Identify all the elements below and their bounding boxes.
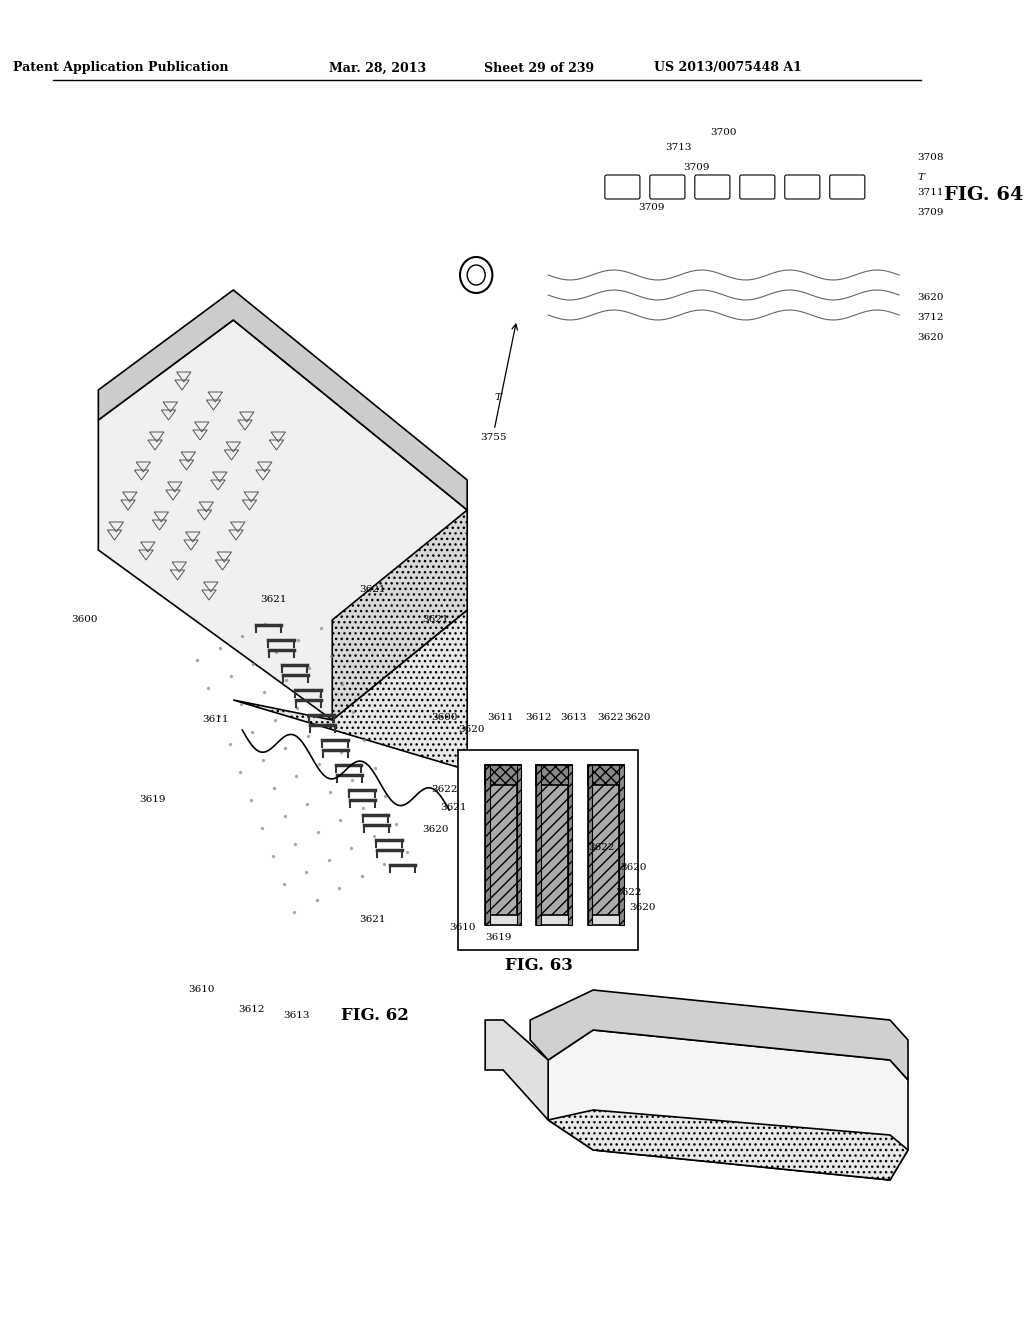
Text: T: T	[495, 393, 501, 403]
Bar	[485, 766, 521, 785]
FancyBboxPatch shape	[650, 176, 685, 199]
Text: 3711: 3711	[918, 187, 943, 197]
Text: 3610: 3610	[188, 986, 215, 994]
Polygon shape	[548, 1110, 908, 1180]
Text: 3613: 3613	[283, 1011, 309, 1019]
Polygon shape	[332, 510, 467, 719]
FancyBboxPatch shape	[695, 176, 730, 199]
Text: 3612: 3612	[238, 1006, 264, 1015]
Text: 3612: 3612	[525, 713, 552, 722]
Text: FIG. 63: FIG. 63	[505, 957, 573, 974]
Bar	[568, 766, 572, 925]
Text: 3611: 3611	[202, 715, 228, 725]
Text: 3622: 3622	[615, 888, 642, 898]
Polygon shape	[548, 1030, 908, 1180]
Bar	[537, 766, 572, 925]
Text: 3620: 3620	[629, 903, 655, 912]
Text: 3622: 3622	[598, 713, 625, 722]
FancyBboxPatch shape	[829, 176, 865, 199]
Bar	[537, 766, 572, 785]
Bar	[541, 775, 568, 915]
Text: 3600: 3600	[72, 615, 98, 624]
Text: 3620: 3620	[918, 333, 943, 342]
Text: 3621: 3621	[260, 595, 287, 605]
Text: 3619: 3619	[139, 796, 165, 804]
Text: FIG. 62: FIG. 62	[341, 1007, 410, 1024]
Bar	[588, 766, 624, 925]
Text: 3622: 3622	[431, 785, 458, 795]
Text: 3621: 3621	[422, 615, 449, 624]
Text: 3713: 3713	[666, 143, 691, 152]
Bar	[620, 766, 624, 925]
Polygon shape	[98, 290, 467, 510]
FancyBboxPatch shape	[739, 176, 775, 199]
Text: 3620: 3620	[621, 863, 646, 873]
Bar	[489, 775, 517, 915]
Bar	[588, 766, 592, 925]
Text: 3611: 3611	[487, 713, 513, 722]
Text: 3709: 3709	[683, 162, 710, 172]
Text: FIG. 64: FIG. 64	[944, 186, 1024, 205]
Bar	[588, 766, 624, 785]
Text: 3620: 3620	[918, 293, 943, 302]
Text: 3610: 3610	[450, 923, 476, 932]
FancyBboxPatch shape	[458, 750, 638, 950]
Text: 3621: 3621	[359, 586, 386, 594]
Text: Patent Application Publication: Patent Application Publication	[13, 62, 228, 74]
Text: 3700: 3700	[710, 128, 736, 137]
Text: 3613: 3613	[560, 713, 587, 722]
Text: 3712: 3712	[918, 313, 943, 322]
Bar	[592, 775, 620, 915]
Text: 3708: 3708	[918, 153, 943, 162]
Bar	[537, 766, 541, 925]
Text: 3621: 3621	[440, 803, 467, 812]
Polygon shape	[530, 990, 908, 1080]
Polygon shape	[485, 1020, 548, 1119]
Text: 3622: 3622	[589, 843, 615, 851]
Text: 3620: 3620	[422, 825, 449, 834]
Text: 3709: 3709	[918, 209, 943, 216]
Text: T: T	[918, 173, 924, 182]
Text: Sheet 29 of 239: Sheet 29 of 239	[484, 62, 594, 74]
Text: Mar. 28, 2013: Mar. 28, 2013	[329, 62, 426, 74]
Polygon shape	[233, 610, 467, 770]
FancyBboxPatch shape	[605, 176, 640, 199]
Text: US 2013/0075448 A1: US 2013/0075448 A1	[654, 62, 802, 74]
Polygon shape	[98, 319, 467, 719]
Text: 3620: 3620	[458, 726, 484, 734]
FancyBboxPatch shape	[784, 176, 820, 199]
Text: 3709: 3709	[638, 203, 665, 213]
Bar	[485, 766, 489, 925]
Bar	[517, 766, 521, 925]
Text: 3620: 3620	[625, 713, 651, 722]
Text: 3619: 3619	[485, 933, 512, 942]
Text: 3755: 3755	[480, 433, 507, 442]
Bar	[485, 766, 521, 925]
Text: 3600: 3600	[431, 713, 458, 722]
Text: 3621: 3621	[359, 916, 386, 924]
